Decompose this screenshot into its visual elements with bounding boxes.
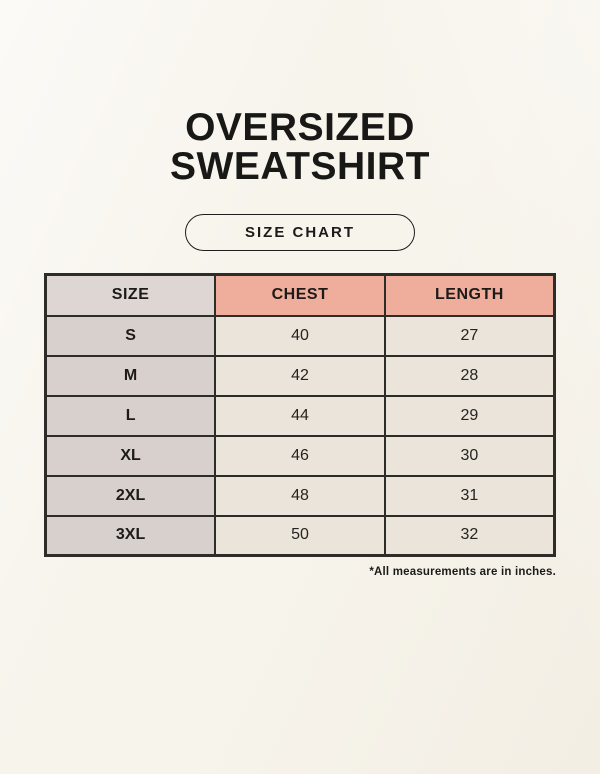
chest-cell: 50	[214, 514, 386, 557]
length-cell: 27	[383, 314, 556, 357]
table-row: 2XL 48 31	[44, 474, 556, 517]
size-chart-table: SIZE CHEST LENGTH S 40 27 M 42 28 L 44 2…	[44, 273, 556, 557]
size-chart-table-header: SIZE CHEST LENGTH	[44, 273, 556, 317]
size-cell: S	[44, 314, 217, 357]
size-cell: M	[44, 354, 217, 397]
chest-cell: 46	[214, 434, 386, 477]
length-cell: 31	[383, 474, 556, 517]
table-row: XL 46 30	[44, 434, 556, 477]
table-row: L 44 29	[44, 394, 556, 437]
size-chart-table-body: S 40 27 M 42 28 L 44 29 XL 46 30 2XL 48	[44, 314, 556, 557]
header-cell-chest: CHEST	[214, 273, 386, 317]
size-cell: XL	[44, 434, 217, 477]
size-cell: 3XL	[44, 514, 217, 557]
header-row: SIZE CHEST LENGTH	[44, 273, 556, 317]
page-title-line2: SWEATSHIRT	[170, 145, 430, 188]
table-row: S 40 27	[44, 314, 556, 357]
header-cell-size: SIZE	[44, 273, 217, 317]
table-row: 3XL 50 32	[44, 514, 556, 557]
size-cell: 2XL	[44, 474, 217, 517]
length-cell: 32	[383, 514, 556, 557]
page-title: OVERSIZED SWEATSHIRT	[170, 108, 430, 186]
measurements-footnote: *All measurements are in inches.	[369, 566, 556, 578]
page-title-line1: OVERSIZED	[185, 106, 415, 149]
length-cell: 28	[383, 354, 556, 397]
length-cell: 29	[383, 394, 556, 437]
chest-cell: 48	[214, 474, 386, 517]
length-cell: 30	[383, 434, 556, 477]
table-row: M 42 28	[44, 354, 556, 397]
chest-cell: 44	[214, 394, 386, 437]
chest-cell: 42	[214, 354, 386, 397]
size-chart-button[interactable]: SIZE CHART	[185, 214, 415, 251]
size-cell: L	[44, 394, 217, 437]
chest-cell: 40	[214, 314, 386, 357]
header-cell-length: LENGTH	[383, 273, 556, 317]
